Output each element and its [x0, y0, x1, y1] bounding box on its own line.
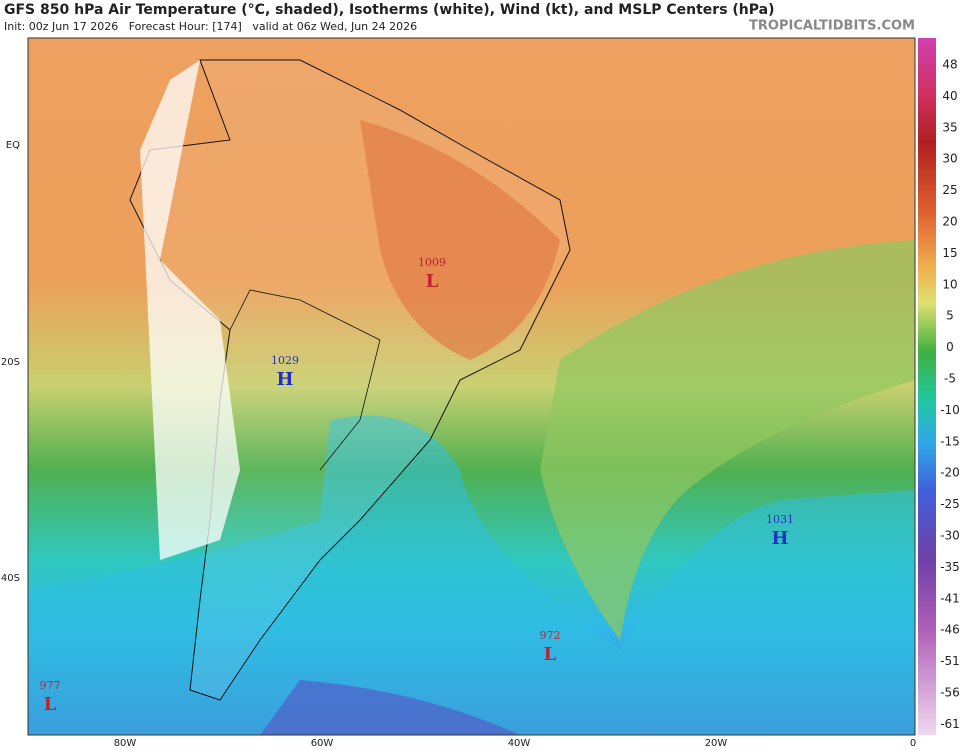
colorbar-label: -56	[940, 686, 960, 700]
center-letter: L	[544, 644, 557, 665]
center-pressure: 972	[540, 629, 561, 642]
colorbar-label: 25	[942, 183, 957, 197]
andes-mask	[140, 60, 240, 560]
title: GFS 850 hPa Air Temperature (°C, shaded)…	[4, 2, 775, 18]
lat-label: 40S	[1, 573, 20, 584]
warm-region	[360, 120, 560, 360]
colorbar-label: 30	[942, 152, 957, 166]
colorbar-label: 10	[942, 277, 957, 291]
colorbar-label: -61	[940, 717, 960, 731]
lon-label: 20W	[705, 738, 728, 749]
center-letter: H	[771, 528, 788, 549]
colorbar-label: -46	[940, 623, 960, 637]
colorbar-label: -5	[944, 372, 956, 386]
colorbar-label: -10	[940, 403, 960, 417]
colorbar-label: -51	[940, 654, 960, 668]
colorbar-label: 15	[942, 246, 957, 260]
lon-label: 60W	[311, 738, 334, 749]
center-letter: L	[426, 271, 439, 292]
labels-layer: 48 40 35 30 25 20 15 10 5 0 -5 -10 -15 -20 -25 -30 -35 -4…	[1, 58, 960, 750]
colorbar-label: 40	[942, 89, 957, 103]
colorbar-label: 20	[942, 215, 957, 229]
colorbar-label: -20	[940, 466, 960, 480]
center-pressure: 977	[40, 679, 61, 692]
colorbar	[918, 38, 936, 735]
lat-label: 20S	[1, 357, 20, 368]
colorbar-label: 48	[942, 58, 957, 72]
center-pressure: 1029	[271, 354, 299, 367]
center-pressure: 1009	[418, 256, 446, 269]
colorbar-label: -30	[940, 529, 960, 543]
colorbar-label: -35	[940, 560, 960, 574]
center-letter: H	[276, 369, 293, 390]
lon-label: 80W	[114, 738, 137, 749]
lon-label: 40W	[508, 738, 531, 749]
site-name: TROPICALTIDBITS.COM	[749, 19, 915, 34]
center-pressure: 1031	[766, 513, 794, 526]
map-frame	[27, 37, 916, 736]
init-line: Init: 00z Jun 17 2026 Forecast Hour: [17…	[4, 20, 417, 33]
colorbar-label: -41	[940, 591, 960, 605]
cold-core	[260, 680, 520, 735]
borders	[229, 289, 381, 471]
green-region	[540, 240, 915, 640]
colorbar-label: -15	[940, 434, 960, 448]
colorbar-label: 0	[946, 340, 954, 354]
center-letter: L	[44, 694, 57, 715]
lat-label: EQ	[6, 140, 20, 151]
colorbar-label: -25	[940, 497, 960, 511]
lon-label: 0	[910, 738, 916, 749]
colorbar-label: 35	[942, 120, 957, 134]
colorbar-label: 5	[946, 309, 954, 323]
